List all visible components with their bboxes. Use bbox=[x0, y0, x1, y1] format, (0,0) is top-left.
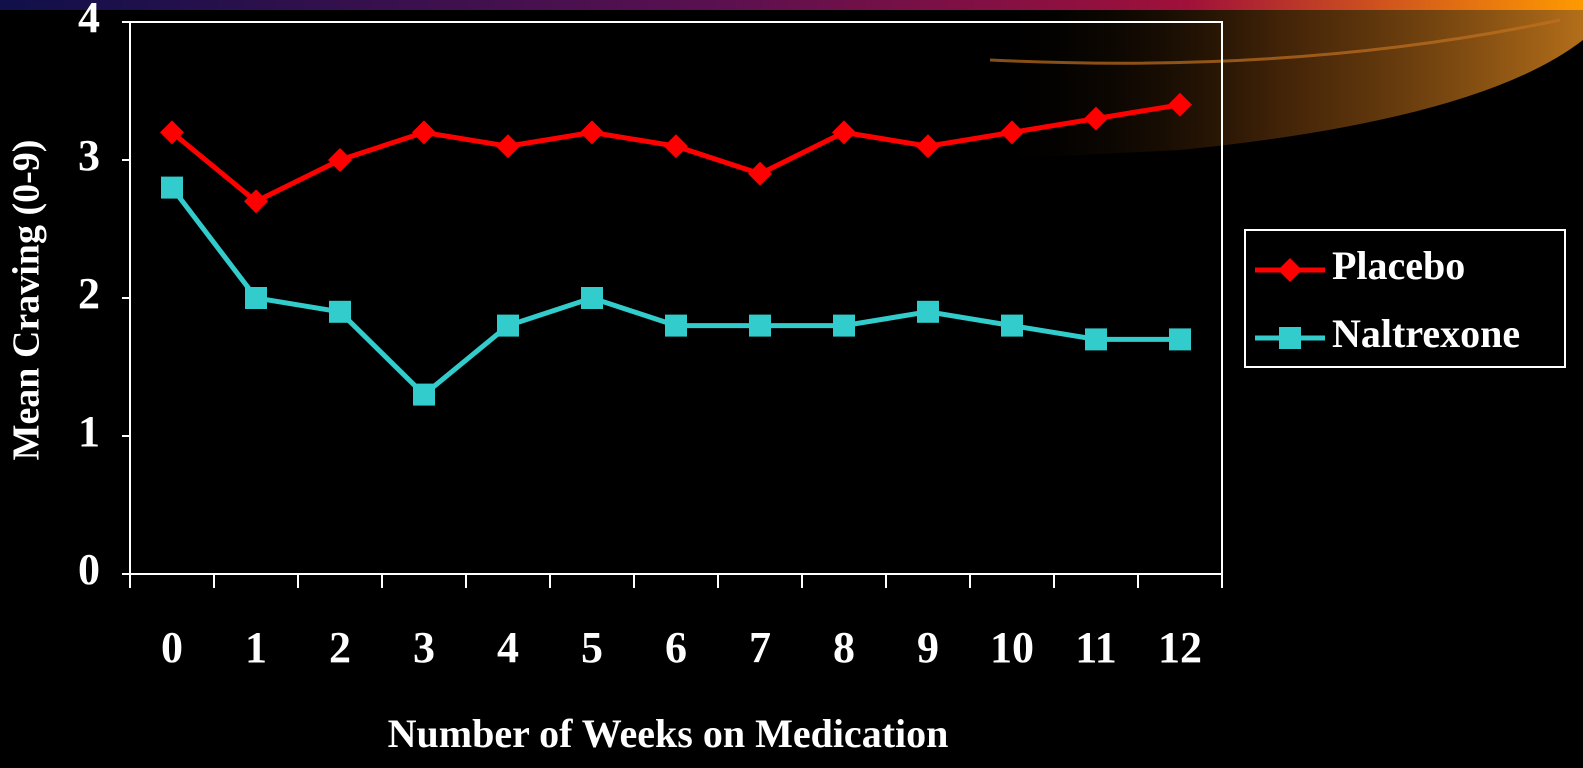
x-tick-label: 3 bbox=[413, 623, 435, 672]
y-tick-label: 1 bbox=[78, 407, 100, 456]
y-tick-label: 3 bbox=[78, 131, 100, 180]
data-point bbox=[329, 300, 351, 323]
x-tick-label: 6 bbox=[665, 623, 687, 672]
x-tick-label: 0 bbox=[161, 623, 183, 672]
data-point bbox=[1000, 120, 1024, 145]
legend-label: Placebo bbox=[1332, 243, 1465, 288]
data-point bbox=[832, 120, 856, 145]
data-point bbox=[245, 287, 267, 309]
series-line bbox=[170, 186, 1180, 398]
data-point bbox=[1168, 92, 1192, 117]
decor-line bbox=[989, 18, 1561, 65]
x-axis-title: Number of Weeks on Medication bbox=[388, 711, 949, 756]
data-point bbox=[496, 134, 520, 159]
legend-marker bbox=[1278, 258, 1302, 282]
data-point bbox=[1169, 328, 1191, 351]
decor-swoosh bbox=[980, 10, 1583, 160]
data-point bbox=[413, 383, 435, 406]
data-point bbox=[833, 314, 855, 337]
x-tick-label: 5 bbox=[581, 623, 603, 672]
data-point bbox=[244, 189, 268, 214]
data-point bbox=[1001, 314, 1023, 337]
data-point bbox=[161, 176, 183, 199]
x-tick-label: 1 bbox=[245, 623, 267, 672]
x-tick-label: 9 bbox=[917, 623, 939, 672]
x-tick-label: 10 bbox=[990, 623, 1034, 672]
data-point bbox=[328, 148, 352, 172]
data-point bbox=[1084, 106, 1108, 131]
data-point bbox=[917, 300, 939, 323]
legend-marker bbox=[1279, 327, 1301, 349]
y-tick-label: 0 bbox=[78, 545, 100, 594]
y-tick-label: 4 bbox=[78, 0, 100, 42]
data-point bbox=[580, 120, 604, 145]
data-point bbox=[1085, 328, 1107, 351]
x-tick-label: 8 bbox=[833, 623, 855, 672]
data-point bbox=[749, 314, 771, 337]
data-point bbox=[581, 287, 603, 309]
decor-bar bbox=[0, 0, 1583, 10]
data-point bbox=[664, 134, 688, 159]
x-tick-label: 4 bbox=[497, 623, 519, 672]
y-tick-label: 2 bbox=[78, 269, 100, 318]
data-point bbox=[748, 161, 772, 186]
data-point bbox=[412, 120, 436, 145]
data-point bbox=[916, 134, 940, 159]
legend-label: Naltrexone bbox=[1332, 311, 1520, 356]
data-point bbox=[160, 120, 184, 145]
x-tick-label: 7 bbox=[749, 623, 771, 672]
x-tick-label: 2 bbox=[329, 623, 351, 672]
x-tick-label: 11 bbox=[1075, 623, 1117, 672]
x-tick-label: 12 bbox=[1158, 623, 1202, 672]
data-point bbox=[497, 314, 519, 337]
y-axis-title: Mean Craving (0-9) bbox=[6, 140, 48, 461]
data-point bbox=[665, 314, 687, 337]
